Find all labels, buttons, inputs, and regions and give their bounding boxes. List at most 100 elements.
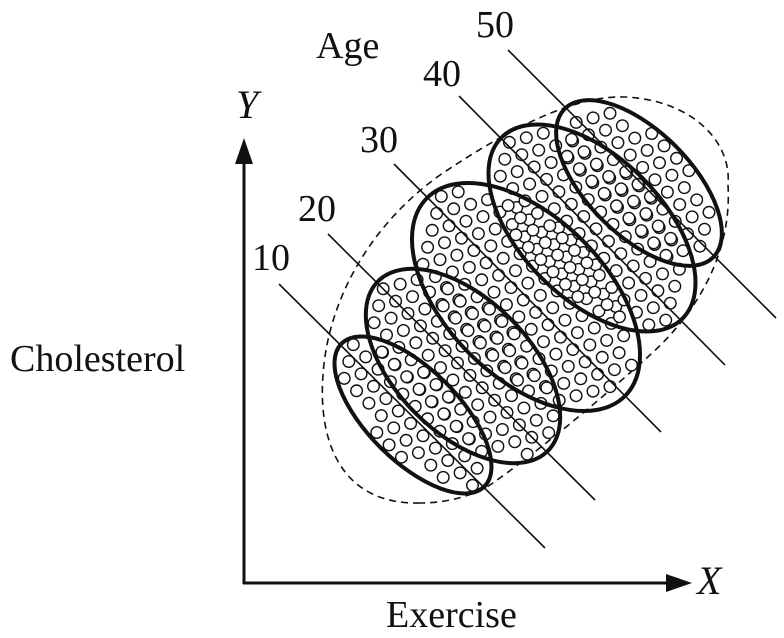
group-30-point	[425, 223, 439, 237]
group-40-point	[577, 209, 591, 223]
group-50-point	[627, 194, 641, 208]
group-40-point	[571, 290, 585, 304]
group-30-point	[453, 294, 467, 308]
group-20-point	[441, 390, 455, 404]
group-40-point	[613, 310, 627, 324]
group-20-point	[542, 426, 556, 440]
group-40-point	[589, 222, 603, 236]
group-20-point	[406, 290, 420, 304]
group-30-point	[495, 315, 509, 329]
group-30-point	[479, 256, 493, 270]
group-30-point	[503, 344, 517, 358]
group-20-point	[546, 409, 560, 423]
group-40-point	[564, 197, 578, 211]
group-40-point	[646, 301, 660, 315]
group-20-point	[495, 423, 509, 437]
group-40-point	[519, 131, 533, 145]
group-20-point	[367, 316, 381, 330]
group-40-point	[501, 198, 515, 212]
group-30-point	[591, 367, 605, 381]
group-10-point	[342, 355, 356, 369]
group-40-point	[600, 298, 614, 312]
group-50-line	[507, 49, 777, 319]
group-30-point	[554, 330, 568, 344]
group-10-ellipse	[332, 334, 494, 496]
group-50-point	[673, 197, 687, 211]
group-10-point	[382, 438, 396, 452]
group-label-20: 20	[298, 188, 336, 230]
group-30-point	[471, 227, 485, 241]
group-50-point	[647, 236, 661, 250]
group-30-point	[583, 338, 597, 352]
group-40-point	[538, 236, 552, 250]
group-30-point	[566, 343, 580, 357]
group-40-point	[510, 165, 524, 179]
group-20-point	[471, 398, 485, 412]
group-10-point	[404, 416, 418, 430]
group-40-point	[498, 152, 512, 166]
group-50-point	[634, 224, 648, 238]
group-30-ellipse	[409, 180, 643, 414]
group-30-point	[511, 373, 525, 387]
group-label-10: 10	[252, 237, 290, 279]
group-40-point	[558, 277, 572, 291]
group-30-point	[527, 369, 541, 383]
group-30-point	[625, 358, 639, 372]
group-30-point	[603, 380, 617, 394]
group-30-point	[473, 336, 487, 350]
group-30-point	[466, 307, 480, 321]
group-40-ellipse	[486, 122, 698, 334]
group-50-point	[685, 210, 699, 224]
group-50-point	[702, 205, 716, 219]
group-20-point	[505, 389, 519, 403]
group-30-point	[595, 350, 609, 364]
group-30-point	[617, 329, 631, 343]
group-50-point	[615, 119, 629, 133]
group-30-point	[533, 288, 547, 302]
group-30-point	[578, 355, 592, 369]
group-20-point	[417, 365, 431, 379]
group-20-point	[491, 439, 505, 453]
group-40-point	[551, 248, 565, 262]
group-20-point	[393, 277, 407, 291]
y-axis-arrowhead	[235, 138, 253, 164]
group-20-point	[462, 432, 476, 446]
group-30-point	[488, 222, 502, 236]
group-30-point	[484, 239, 498, 253]
group-50-point	[589, 157, 603, 171]
group-40-point	[568, 243, 582, 257]
group-10-point	[362, 396, 376, 410]
group-40-point	[626, 259, 640, 273]
group-10-point	[470, 461, 484, 475]
group-50-point	[639, 207, 653, 221]
group-30-point	[487, 285, 501, 299]
group-40-point	[563, 260, 577, 274]
group-40-point	[526, 223, 540, 237]
x-axis-arrowhead	[666, 574, 692, 592]
group-30-point	[459, 214, 473, 228]
group-40-point	[546, 265, 560, 279]
group-10-point	[374, 409, 388, 423]
group-50-point	[648, 173, 662, 187]
group-30-point	[569, 389, 583, 403]
group-30-point	[442, 219, 456, 233]
group-50-point	[565, 132, 579, 146]
group-30-point	[464, 197, 478, 211]
y-axis	[235, 138, 253, 584]
group-50-point	[586, 111, 600, 125]
group-30-point	[558, 313, 572, 327]
group-40-point	[651, 284, 665, 298]
group-30-point	[561, 359, 575, 373]
group-50-point	[628, 131, 642, 145]
group-10-point	[354, 367, 368, 381]
group-30-point	[570, 326, 584, 340]
group-30-point	[476, 210, 490, 224]
group-40-point	[663, 296, 677, 310]
group-20-point	[387, 357, 401, 371]
group-40-point	[532, 143, 546, 157]
group-10-point	[453, 466, 467, 480]
group-10-point	[436, 470, 450, 484]
group-10-point	[379, 392, 393, 406]
group-50-point	[622, 211, 636, 225]
